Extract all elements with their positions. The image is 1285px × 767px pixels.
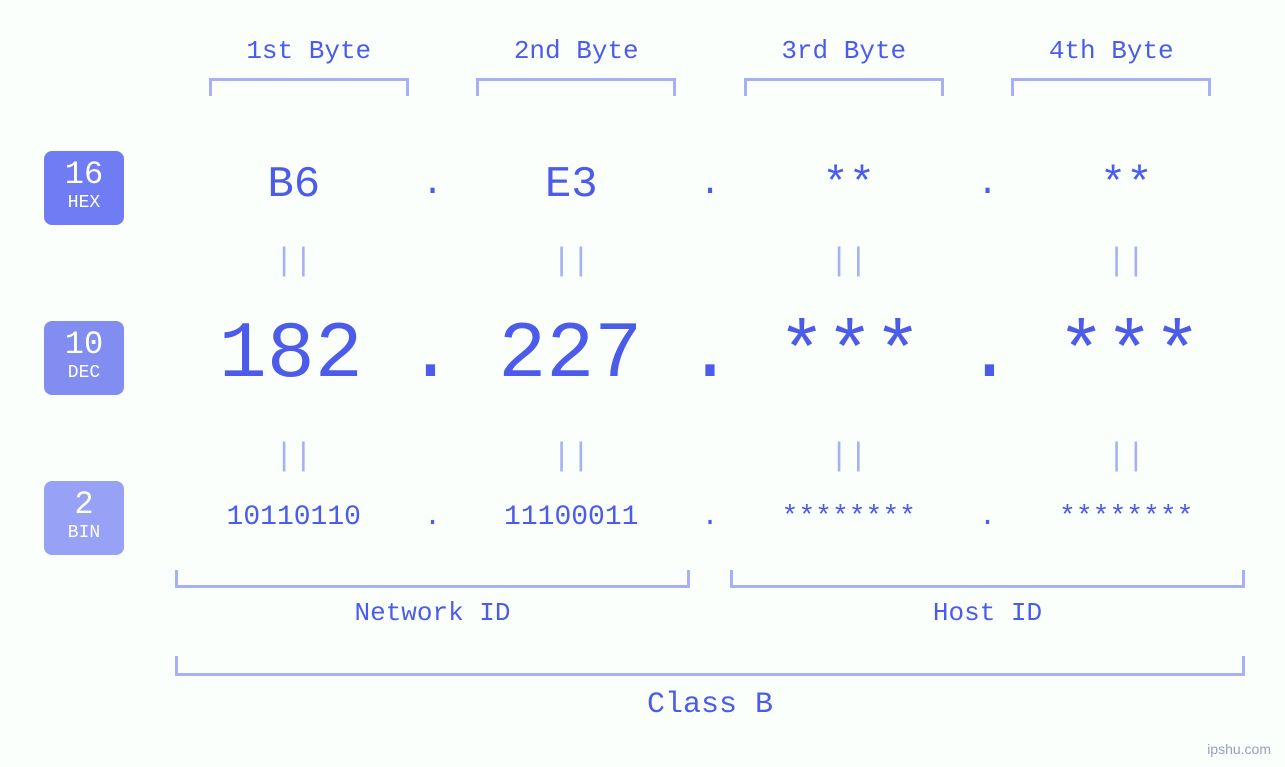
- equals-symbol: ||: [1008, 243, 1246, 280]
- host-id-bracket: [730, 570, 1245, 588]
- badge-bin-num: 2: [74, 489, 93, 521]
- hex-byte-2: E3: [453, 160, 691, 210]
- byte-header-3: 3rd Byte: [710, 36, 978, 66]
- badge-dec-num: 10: [65, 329, 103, 361]
- byte-headers: 1st Byte 2nd Byte 3rd Byte 4th Byte: [175, 36, 1245, 66]
- byte-header-4: 4th Byte: [978, 36, 1246, 66]
- separator: .: [690, 502, 730, 533]
- separator: .: [413, 502, 453, 533]
- byte-header-2: 2nd Byte: [443, 36, 711, 66]
- bracket-byte-3: [744, 78, 944, 96]
- bracket-byte-4: [1011, 78, 1211, 96]
- separator: .: [968, 502, 1008, 533]
- host-id-label: Host ID: [730, 598, 1245, 628]
- badge-bin-label: BIN: [68, 521, 100, 546]
- equals-symbol: ||: [1008, 438, 1246, 475]
- badge-hex: 16 HEX: [44, 151, 124, 225]
- dec-byte-3: ***: [734, 310, 965, 401]
- separator: .: [690, 163, 730, 210]
- network-id-bracket: [175, 570, 690, 588]
- equals-symbol: ||: [175, 438, 413, 475]
- bracket-byte-2: [476, 78, 676, 96]
- bracket-byte-1: [209, 78, 409, 96]
- bin-byte-3: ********: [730, 502, 968, 533]
- equals-symbol: ||: [453, 243, 691, 280]
- dec-row: 182 . 227 . *** . ***: [175, 310, 1245, 401]
- badge-dec-label: DEC: [68, 361, 100, 386]
- separator: .: [686, 310, 734, 401]
- class-bracket: [175, 656, 1245, 676]
- hex-byte-3: **: [730, 160, 968, 210]
- dec-byte-2: 227: [455, 310, 686, 401]
- equals-symbol: ||: [453, 438, 691, 475]
- equals-symbol: ||: [175, 243, 413, 280]
- equals-symbol: ||: [730, 243, 968, 280]
- byte-header-1: 1st Byte: [175, 36, 443, 66]
- hex-byte-4: **: [1008, 160, 1246, 210]
- hex-byte-1: B6: [175, 160, 413, 210]
- dec-byte-4: ***: [1014, 310, 1245, 401]
- equals-symbol: ||: [730, 438, 968, 475]
- bin-byte-4: ********: [1008, 502, 1246, 533]
- dec-byte-1: 182: [175, 310, 406, 401]
- equals-row-2: || || || ||: [175, 438, 1245, 475]
- separator: .: [413, 163, 453, 210]
- separator: .: [965, 310, 1013, 401]
- class-label: Class B: [175, 688, 1245, 722]
- hex-row: B6 . E3 . ** . **: [175, 160, 1245, 210]
- byte-brackets-top: [175, 78, 1245, 96]
- bin-byte-2: 11100011: [453, 502, 691, 533]
- bin-row: 10110110 . 11100011 . ******** . *******…: [175, 502, 1245, 533]
- separator: .: [968, 163, 1008, 210]
- badge-dec: 10 DEC: [44, 321, 124, 395]
- id-brackets: [175, 570, 1245, 588]
- equals-row-1: || || || ||: [175, 243, 1245, 280]
- separator: .: [406, 310, 454, 401]
- id-labels: Network ID Host ID: [175, 598, 1245, 628]
- badge-bin: 2 BIN: [44, 481, 124, 555]
- bin-byte-1: 10110110: [175, 502, 413, 533]
- watermark: ipshu.com: [1207, 741, 1271, 757]
- badge-hex-num: 16: [65, 159, 103, 191]
- network-id-label: Network ID: [175, 598, 690, 628]
- badge-hex-label: HEX: [68, 191, 100, 216]
